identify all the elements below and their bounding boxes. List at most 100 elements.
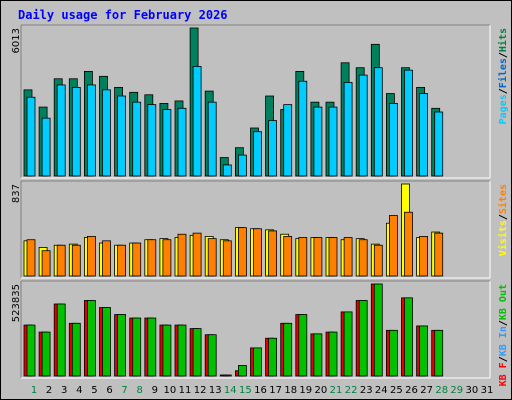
bar-pages-day-1 [26,96,36,177]
x-tick-label-day-12: 12 [194,385,207,396]
bar-sites-day-17 [268,230,278,277]
bar-sites-day-6 [102,240,111,277]
bar-pages-day-3 [56,84,66,177]
bar-kb-out-day-11 [177,324,187,377]
bar-sites-day-13 [207,238,217,277]
bar-sites-day-11 [177,233,187,277]
bar-kb-out-day-12 [192,328,202,377]
x-tick-label-day-1: 1 [31,385,37,396]
bar-pages-day-27 [419,93,429,177]
x-tick-label-day-23: 23 [360,385,373,396]
bar-sites-day-1 [26,239,36,277]
bar-pages-day-13 [207,101,217,177]
bar-pages-day-16 [253,131,262,177]
bar-pages-day-18 [283,104,293,177]
x-tick-label-day-15: 15 [239,385,252,396]
x-tick-label-day-27: 27 [420,385,433,396]
x-tick-label-day-24: 24 [375,385,388,396]
x-tick-label-day-25: 25 [390,385,403,396]
bar-kb-out-day-18 [283,322,293,377]
bar-pages-day-10 [162,109,172,177]
bar-sites-day-28 [434,232,444,277]
bar-kb-out-day-5 [87,300,96,377]
bar-sites-day-21 [328,237,338,277]
bar-kb-out-day-15 [237,365,247,377]
bar-pages-day-2 [41,117,51,177]
bar-sites-day-4 [71,244,81,277]
bar-sites-day-3 [56,244,66,277]
bar-kb-out-day-16 [253,347,262,377]
x-tick-label-day-3: 3 [61,385,67,396]
bar-kb-out-day-13 [207,334,217,377]
legend-item: Pages [498,94,509,124]
bar-pages-day-7 [117,95,126,177]
bar-sites-day-5 [87,236,96,277]
legend-sites: Visits/Sites [497,184,509,256]
bar-pages-day-11 [177,107,187,177]
x-tick-label-day-31: 31 [481,385,494,396]
x-tick-label-day-6: 6 [106,385,112,396]
bar-pages-day-21 [328,106,338,177]
bar-sites-day-19 [298,237,308,277]
bar-pages-day-6 [102,89,111,177]
x-tick-label-day-13: 13 [209,385,222,396]
bar-sites-day-9 [147,239,157,277]
bar-kb-out-day-17 [268,337,278,377]
legend-item: KB Out [498,284,509,320]
bar-pages-day-19 [298,80,308,177]
bar-kb-out-day-26 [404,297,413,377]
bar-kb-out-day-25 [388,329,398,377]
bar-pages-day-24 [373,67,383,177]
x-tick-label-day-16: 16 [254,385,267,396]
x-tick-label-day-8: 8 [137,385,143,396]
bar-sites-day-7 [117,244,126,277]
bar-kb-out-day-23 [358,300,368,377]
x-tick-label-day-18: 18 [284,385,297,396]
bar-sites-day-20 [313,237,323,277]
x-tick-label-day-9: 9 [152,385,158,396]
bar-pages-day-5 [87,84,96,177]
legend-item: Hits [497,28,509,52]
bar-sites-day-26 [404,211,413,277]
x-tick-label-day-10: 10 [164,385,177,396]
x-tick-label-day-11: 11 [179,385,192,396]
bar-sites-day-2 [41,250,51,277]
bar-pages-day-23 [358,74,368,177]
bar-kb-out-day-20 [313,333,323,377]
bar-sites-day-12 [192,232,202,277]
y-max-label-sites: 837 [11,184,22,203]
bar-pages-day-17 [268,120,278,177]
legend-item: KB F [498,362,509,386]
x-tick-label-day-22: 22 [345,385,358,396]
bar-kb-out-day-9 [147,317,157,377]
x-tick-label-day-2: 2 [46,385,52,396]
bar-sites-day-10 [162,239,172,277]
bar-pages-day-25 [388,102,398,177]
bar-pages-day-22 [343,82,353,177]
bar-pages-day-26 [404,69,413,177]
bar-kb-out-day-6 [102,307,111,377]
x-tick-label-day-5: 5 [91,385,97,396]
bar-kb-out-day-8 [132,317,142,377]
bar-sites-day-22 [343,237,353,277]
legend-item: Sites [497,184,509,214]
x-tick-label-day-14: 14 [224,385,237,396]
bar-sites-day-14 [222,240,232,277]
bar-sites-day-23 [358,239,368,277]
y-max-label-kbytes: 523835 [11,284,22,322]
x-tick-label-day-20: 20 [315,385,328,396]
x-tick-label-day-30: 30 [466,385,479,396]
bar-kb-out-day-22 [343,311,353,377]
bar-sites-day-15 [237,227,247,277]
bar-pages-day-9 [147,104,157,177]
legend-item: Visits [497,220,509,256]
x-tick-label-day-28: 28 [435,385,448,396]
bar-sites-day-8 [132,242,142,277]
bar-kb-out-day-2 [41,331,51,377]
bar-kb-out-day-1 [26,324,36,377]
chart-title: Daily usage for February 2026 [18,8,228,22]
bar-pages-day-28 [434,111,444,177]
y-max-label-hits: 6013 [11,28,22,53]
bar-kb-out-day-19 [298,314,308,377]
